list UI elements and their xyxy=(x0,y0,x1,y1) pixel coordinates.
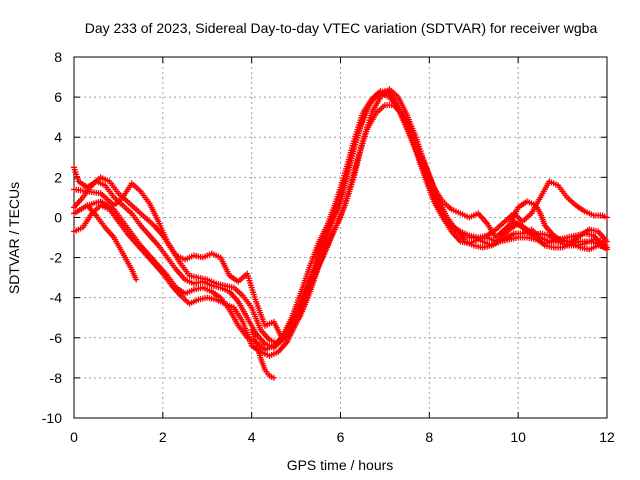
y-tick-label: 8 xyxy=(54,49,62,65)
series-track-8 xyxy=(248,326,277,381)
y-tick-label: -8 xyxy=(50,370,63,386)
y-tick-label: 0 xyxy=(54,209,62,225)
series-track-7 xyxy=(497,198,610,245)
y-tick-label: -6 xyxy=(50,330,63,346)
y-axis-label: SDTVAR / TECUs xyxy=(6,182,22,294)
x-tick-label: 6 xyxy=(337,429,345,445)
y-tick-label: -10 xyxy=(42,410,62,426)
data-point-marker xyxy=(604,214,610,221)
y-tick-label: -2 xyxy=(50,250,63,266)
data-point-marker xyxy=(604,238,610,245)
series-track-6 xyxy=(84,202,140,283)
x-tick-label: 0 xyxy=(70,429,78,445)
x-axis-label: GPS time / hours xyxy=(287,457,394,473)
y-tick-labels: -10 -8 -6 -4 -2 0 2 4 6 8 xyxy=(42,49,62,426)
data-point-marker xyxy=(133,276,140,283)
x-tick-label: 12 xyxy=(599,429,615,445)
data-point-marker xyxy=(270,374,277,381)
x-tick-label: 4 xyxy=(248,429,256,445)
x-tick-label: 8 xyxy=(425,429,433,445)
data-point-marker xyxy=(604,244,610,251)
x-tick-labels: 0 2 4 6 8 10 12 xyxy=(70,429,615,445)
data-points xyxy=(71,86,610,381)
y-tick-label: 2 xyxy=(54,169,62,185)
chart-title: Day 233 of 2023, Sidereal Day-to-day VTE… xyxy=(85,20,598,36)
x-tick-label: 2 xyxy=(159,429,167,445)
y-tick-label: 4 xyxy=(54,129,62,145)
x-tick-label: 10 xyxy=(510,429,526,445)
y-tick-label: 6 xyxy=(54,89,62,105)
y-tick-label: -4 xyxy=(50,290,63,306)
